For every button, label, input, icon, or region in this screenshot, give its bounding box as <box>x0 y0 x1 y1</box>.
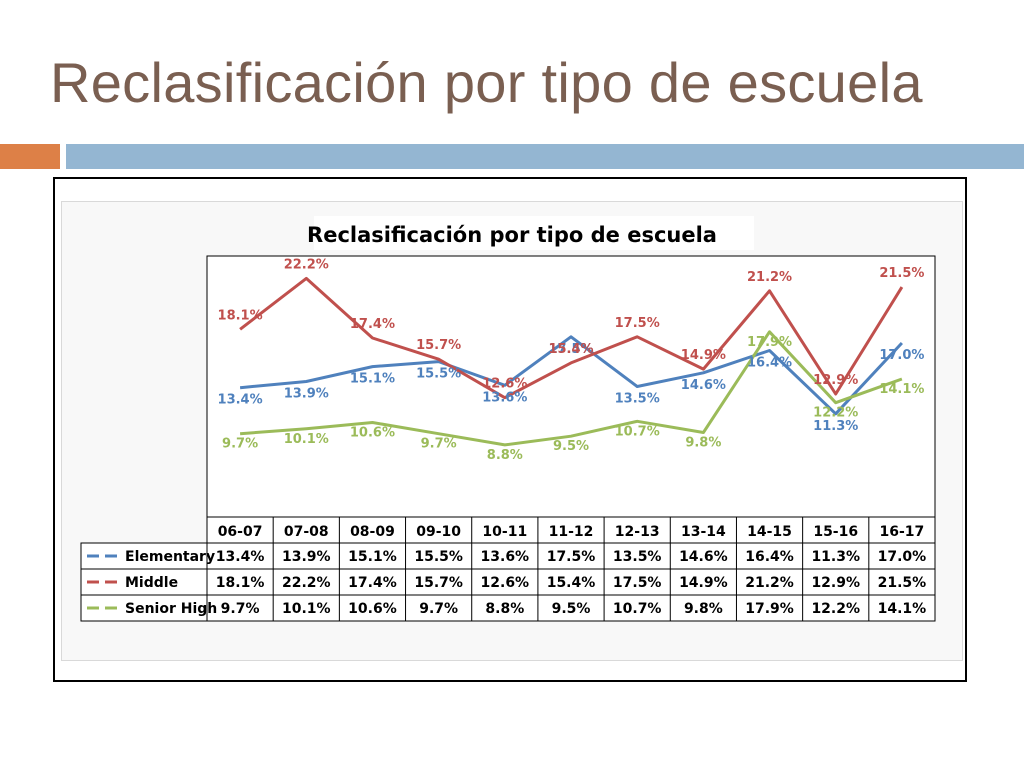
data-label: 12.2% <box>813 406 858 421</box>
data-table-cell: 17.5% <box>547 549 596 565</box>
data-table-cell: 16.4% <box>745 549 794 565</box>
accent-bar-blue <box>66 144 1024 169</box>
accent-bar-orange <box>0 144 60 169</box>
data-table-cell: 21.5% <box>878 575 927 591</box>
data-label: 12.9% <box>813 373 858 388</box>
data-table-cell: 18.1% <box>216 575 265 591</box>
data-label: 13.9% <box>284 387 329 402</box>
x-tick-label: 10-11 <box>482 524 527 540</box>
data-table-cell: 13.4% <box>216 549 265 565</box>
data-table-cell: 15.1% <box>348 549 397 565</box>
data-label: 13.4% <box>218 393 263 408</box>
chart-frame: Reclasificación por tipo de escuela 06-07… <box>53 177 967 682</box>
series-line <box>239 335 903 416</box>
data-label: 18.1% <box>218 308 263 323</box>
data-label: 8.8% <box>487 448 523 463</box>
data-label: 15.7% <box>416 338 461 353</box>
data-label: 15.1% <box>350 372 395 387</box>
data-label: 16.4% <box>747 355 792 370</box>
data-table-cell: 15.7% <box>414 575 463 591</box>
data-table-cell: 8.8% <box>485 601 524 617</box>
data-label: 9.5% <box>553 439 589 454</box>
data-table-cell: 15.4% <box>547 575 596 591</box>
data-table-cell: 13.6% <box>481 549 530 565</box>
data-label: 9.8% <box>685 435 721 450</box>
data-label: 17.5% <box>615 316 660 331</box>
data-label: 10.1% <box>284 432 329 447</box>
data-table-cell: 13.5% <box>613 549 662 565</box>
data-label: 10.7% <box>615 424 660 439</box>
legend-entry: Senior High <box>125 601 217 617</box>
data-table-cell: 17.0% <box>878 549 927 565</box>
x-tick-label: 11-12 <box>549 524 594 540</box>
series-line <box>239 330 903 447</box>
data-table-legend-column <box>80 542 208 622</box>
data-table-cell: 13.9% <box>282 549 331 565</box>
x-tick-label: 06-07 <box>218 524 263 540</box>
x-tick-label: 12-13 <box>615 524 660 540</box>
data-table-cell: 9.7% <box>221 601 260 617</box>
x-tick-label: 09-10 <box>416 524 461 540</box>
data-table-cell: 12.2% <box>811 601 860 617</box>
legend-entry: Elementary <box>125 549 215 565</box>
data-label: 17.0% <box>879 348 924 363</box>
x-tick-label: 08-09 <box>350 524 395 540</box>
x-tick-label: 14-15 <box>747 524 792 540</box>
x-tick-label: 07-08 <box>284 524 329 540</box>
data-label: 13.5% <box>615 392 660 407</box>
x-tick-label: 15-16 <box>813 524 858 540</box>
data-table-cell: 14.9% <box>679 575 728 591</box>
data-table-cell: 9.8% <box>684 601 723 617</box>
data-table-cell: 9.5% <box>552 601 591 617</box>
data-table-cell: 22.2% <box>282 575 331 591</box>
chart-area: Reclasificación por tipo de escuela 06-07… <box>61 201 963 661</box>
data-label: 9.7% <box>421 437 457 452</box>
data-label: 17.4% <box>350 317 395 332</box>
data-label: 15.4% <box>548 342 593 357</box>
data-label: 12.6% <box>482 377 527 392</box>
data-table-cell: 17.5% <box>613 575 662 591</box>
slide-title: Reclasificación por tipo de escuela <box>50 51 923 114</box>
data-table-cell: 14.1% <box>878 601 927 617</box>
data-label: 22.2% <box>284 257 329 272</box>
data-table-cell: 10.6% <box>348 601 397 617</box>
x-tick-label: 16-17 <box>880 524 925 540</box>
data-label: 11.3% <box>813 419 858 434</box>
chart-title: Reclasificación por tipo de escuela <box>307 223 717 247</box>
series-line <box>239 276 904 400</box>
data-table-cell: 12.9% <box>811 575 860 591</box>
data-label: 14.1% <box>879 382 924 397</box>
data-table-cell: 14.6% <box>679 549 728 565</box>
data-table-cell: 17.4% <box>348 575 397 591</box>
data-label: 21.2% <box>747 270 792 285</box>
data-table-cell: 21.2% <box>745 575 794 591</box>
data-label: 10.6% <box>350 426 395 441</box>
data-table-cell: 9.7% <box>419 601 458 617</box>
data-table-cell: 15.5% <box>414 549 463 565</box>
data-table-cell: 12.6% <box>481 575 530 591</box>
data-label: 9.7% <box>222 437 258 452</box>
data-table-cell: 17.9% <box>745 601 794 617</box>
data-table-cell: 10.1% <box>282 601 331 617</box>
data-label: 15.5% <box>416 367 461 382</box>
data-label: 13.6% <box>482 390 527 405</box>
data-label: 21.5% <box>879 266 924 281</box>
chart-title-background <box>314 216 754 250</box>
data-label: 17.5% <box>548 342 593 357</box>
data-table-cell: 10.7% <box>613 601 662 617</box>
x-tick-label: 13-14 <box>681 524 726 540</box>
data-label: 17.9% <box>747 335 792 350</box>
data-table-cell: 11.3% <box>811 549 860 565</box>
data-label: 14.9% <box>681 348 726 363</box>
data-label: 14.6% <box>681 378 726 393</box>
line-chart: Reclasificación por tipo de escuela 06-07… <box>80 216 936 622</box>
legend-entry: Middle <box>125 575 178 591</box>
